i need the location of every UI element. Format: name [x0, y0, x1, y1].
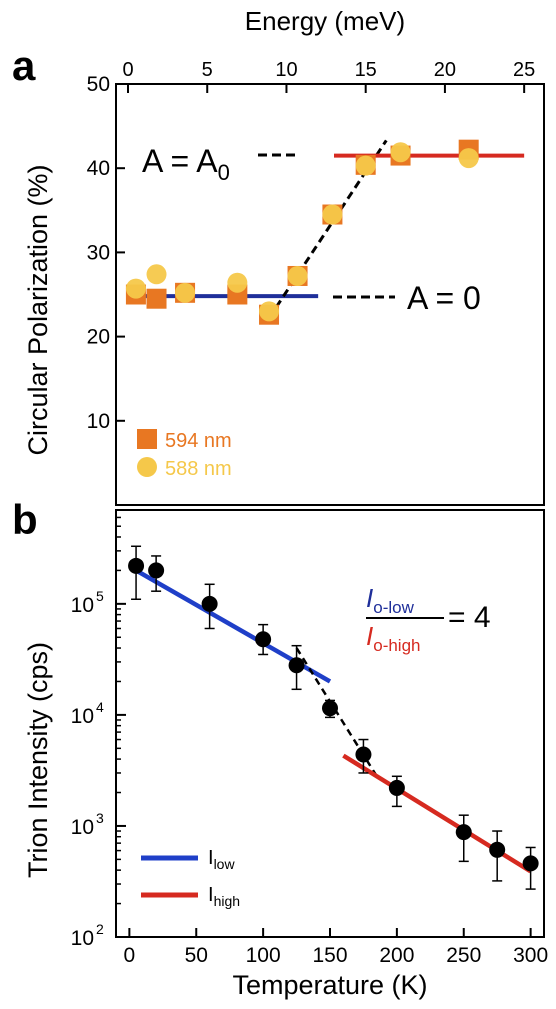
panel-a-label: a: [12, 42, 36, 89]
panel-b-x-tick-label: 100: [246, 944, 281, 967]
ratio-den-sub: o-high: [373, 636, 420, 655]
annotation-a-eq-zero: A = 0: [333, 280, 481, 316]
panel-a-top-tick-label: 25: [513, 59, 535, 81]
panel-b-point: [148, 562, 165, 579]
annotation-a0-text: A = A: [142, 143, 218, 179]
panel-b-x-tick-label: 0: [124, 944, 136, 967]
panel-b-y-tick-label: 10: [71, 927, 94, 950]
panel-b-point: [288, 657, 305, 674]
panel-b-y-tick-exponent: 2: [96, 921, 104, 937]
ratio-value: = 4: [448, 601, 491, 634]
panel-b-y-tick-label: 10: [71, 705, 94, 728]
legend-high-main: I: [208, 884, 214, 906]
panel-b-x-tick-label: 50: [185, 944, 208, 967]
panel-a-top-tick-label: 20: [434, 59, 456, 81]
panel-b-point: [255, 631, 272, 648]
panel-a-point-588nm: [175, 282, 196, 303]
panel-a-y-tick-label: 50: [87, 73, 110, 96]
panel-b-x-tick-label: 250: [446, 944, 481, 967]
panel-a-point-588nm: [287, 265, 308, 286]
panel-b-x-axis-label: Temperature (K): [232, 970, 427, 1000]
panel-b-y-tick-exponent: 5: [96, 588, 104, 604]
annotation-zero-text: A = 0: [407, 280, 481, 316]
panel-a-y-tick-label: 30: [87, 241, 110, 264]
panel-b-x-tick-label: 200: [379, 944, 414, 967]
legend-588: 588 nm: [165, 458, 232, 480]
panel-b-point: [322, 700, 338, 717]
panel-a-top-tick-label: 10: [275, 59, 297, 81]
ratio-numerator: Io-low: [366, 583, 415, 617]
legend-high-sub: high: [214, 893, 240, 909]
panel-a-y-tick-label: 20: [87, 326, 110, 349]
panel-b-frame: [115, 509, 545, 938]
panel-a-y-tick-label: 10: [87, 410, 110, 433]
panel-a-points: [125, 139, 479, 325]
annotation-a0-subscript: 0: [218, 160, 230, 185]
panel-b-y-tick-exponent: 3: [96, 810, 104, 826]
panel-b-point: [128, 557, 145, 574]
panel-a-point-588nm: [227, 272, 248, 293]
panel-b-x-tick-label: 150: [312, 944, 347, 967]
panel-a-point-588nm: [146, 264, 167, 285]
panel-b-y-tick-label: 10: [71, 816, 94, 839]
legend-594: 594 nm: [165, 430, 232, 452]
panel-a-top-tick-label: 15: [355, 59, 377, 81]
panel-b-y-tick-exponent: 4: [96, 699, 104, 715]
panel-a-top-tick-label: 0: [122, 59, 133, 81]
panel-b-y-tick-label: 10: [71, 594, 94, 617]
panel-a-point-588nm: [390, 142, 411, 163]
legend-low-main: I: [208, 847, 214, 869]
panel-b-label: b: [12, 496, 38, 543]
panel-b-point: [388, 779, 405, 796]
svg-text:A = A0: A = A0: [142, 143, 230, 185]
panel-b-y-axis-label: Trion Intensity (cps): [23, 642, 53, 878]
panel-a-frame: [115, 83, 545, 506]
legend-circle-marker: [137, 457, 157, 477]
panel-b-points: [128, 557, 539, 872]
legend-square-marker: [137, 429, 157, 449]
panel-a-point-588nm: [458, 148, 479, 169]
ratio-num-sub: o-low: [373, 598, 414, 617]
panel-a-point-588nm: [259, 301, 280, 322]
legend-high-label: Ihigh: [208, 884, 240, 909]
panel-a-y-axis-label: Circular Polarization (%): [23, 164, 53, 455]
ratio-annotation: Io-low Io-high = 4: [366, 583, 491, 655]
panel-a-point-588nm: [125, 278, 146, 299]
ratio-den-main: I: [366, 621, 373, 651]
panel-b-point: [355, 746, 372, 763]
panel-b-x-ticks: 0 50 100 150 200 250 300: [124, 928, 548, 967]
panel-b-point: [201, 595, 218, 612]
panel-a: Energy (meV) 0 5 10 15 20 25 10 20 30 40 50 Circu…: [23, 6, 545, 506]
panel-a-legend: 594 nm 588 nm: [137, 429, 232, 480]
panel-b-x-tick-label: 300: [513, 944, 548, 967]
panel-a-y-tick-label: 40: [87, 157, 110, 180]
panel-a-point-588nm: [322, 204, 343, 225]
panel-a-y-ticks: 10 20 30 40 50: [87, 73, 125, 433]
panel-b-point: [455, 824, 472, 841]
panel-a-top-axis-label: Energy (meV): [245, 6, 405, 36]
panel-a-top-tick-label: 5: [202, 59, 213, 81]
legend-low-label: Ilow: [208, 847, 235, 872]
ratio-denominator: Io-high: [366, 621, 421, 655]
panel-b-point: [522, 855, 539, 872]
legend-low-sub: low: [214, 856, 236, 872]
panel-b-point: [489, 841, 506, 858]
annotation-a-eq-a0: A = A0: [142, 143, 300, 185]
ratio-num-main: I: [366, 583, 373, 613]
panel-b-legend: Ilow Ihigh: [141, 847, 240, 909]
panel-a-point-594nm: [146, 288, 167, 309]
panel-a-dashed-fit: [267, 139, 388, 319]
panel-a-top-ticks: 0 5 10 15 20 25: [122, 59, 535, 93]
panel-a-point-588nm: [355, 155, 376, 176]
